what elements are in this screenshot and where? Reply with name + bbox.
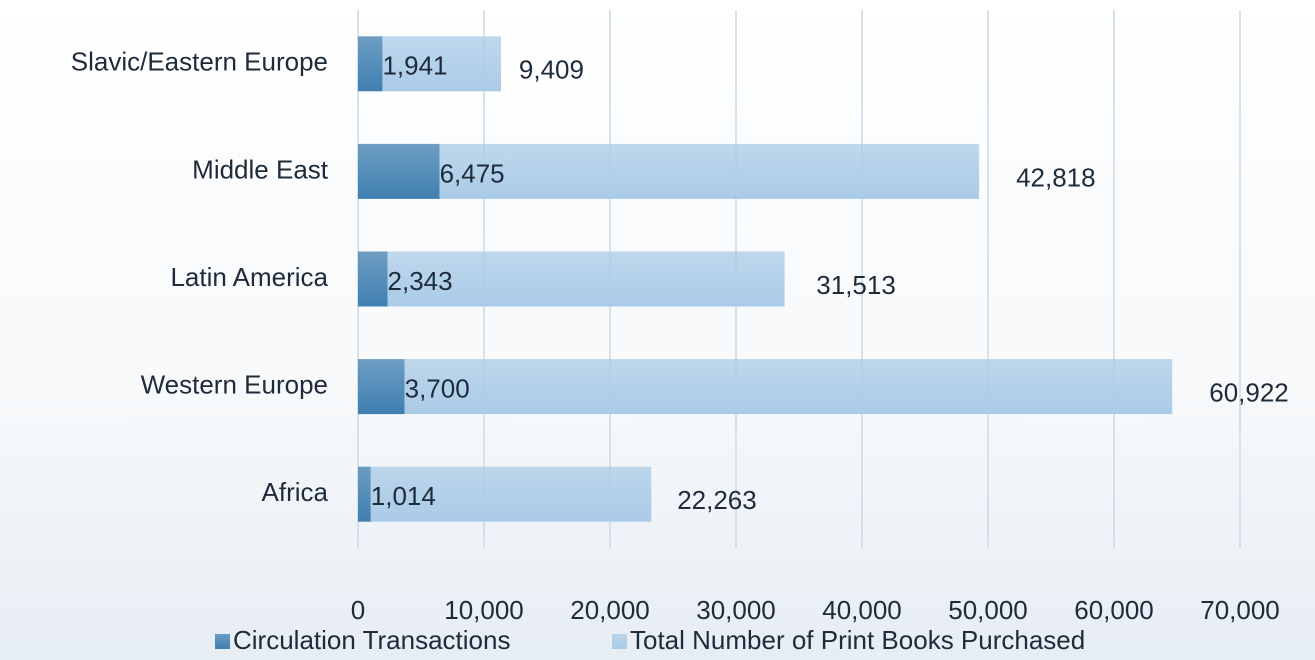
data-label: 31,513 — [816, 270, 896, 300]
y-tick-label: Latin America — [170, 262, 328, 292]
bar — [358, 143, 440, 199]
bar — [387, 251, 785, 307]
x-tick-label: 30,000 — [696, 595, 776, 625]
x-tick-label: 70,000 — [1200, 595, 1280, 625]
data-label: 3,700 — [405, 373, 470, 403]
x-tick-label: 20,000 — [570, 595, 650, 625]
bar — [439, 143, 980, 199]
data-label: 1,014 — [371, 481, 436, 511]
bar — [370, 466, 652, 522]
data-label: 1,941 — [382, 51, 447, 81]
x-tick-label: 10,000 — [444, 595, 524, 625]
bar — [358, 359, 405, 415]
bar — [404, 359, 1173, 415]
y-tick-label: Western Europe — [141, 369, 328, 399]
data-label: 22,263 — [677, 485, 757, 515]
y-tick-label: Africa — [262, 477, 329, 507]
x-tick-label: 50,000 — [948, 595, 1028, 625]
y-tick-label: Slavic/Eastern Europe — [71, 47, 328, 77]
x-tick-label: 40,000 — [822, 595, 902, 625]
data-label: 2,343 — [388, 266, 453, 296]
legend-swatch — [612, 634, 627, 649]
x-tick-label: 0 — [351, 595, 365, 625]
data-label: 42,818 — [1016, 162, 1096, 192]
data-label: 60,922 — [1209, 377, 1289, 407]
legend-swatch — [215, 634, 230, 649]
bar — [382, 36, 502, 92]
data-label: 9,409 — [519, 55, 584, 85]
legend-label: Circulation Transactions — [233, 625, 510, 655]
y-tick-label: Middle East — [192, 154, 329, 184]
data-label: 6,475 — [440, 158, 505, 188]
bar — [358, 36, 383, 92]
bar — [358, 251, 388, 307]
bar — [358, 466, 371, 522]
x-tick-label: 60,000 — [1074, 595, 1154, 625]
legend-label: Total Number of Print Books Purchased — [630, 625, 1085, 655]
